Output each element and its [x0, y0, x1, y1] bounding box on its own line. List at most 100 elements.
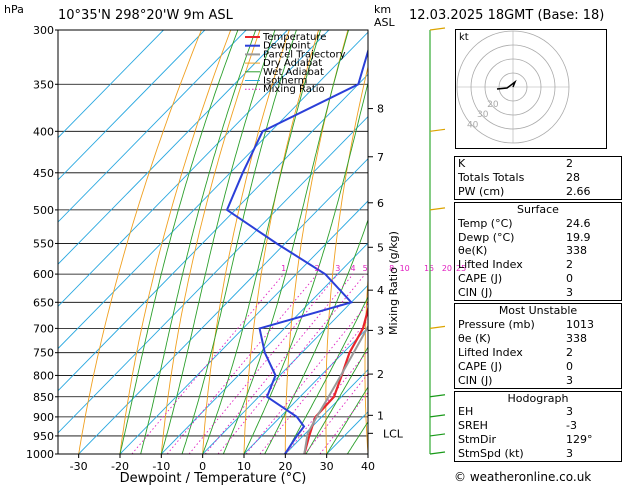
pw-label: PW (cm) — [458, 184, 505, 198]
pressure-tick-label: 900 — [33, 411, 54, 424]
mixing-ratio-line — [166, 273, 318, 454]
surface-title: Surface — [517, 202, 559, 216]
isotherm-line — [58, 115, 368, 434]
location-label: 10°35'N 298°20'W 9m ASL — [58, 8, 234, 23]
dewpoint-trace — [225, 47, 368, 454]
hodograph-stat-value: -3 — [566, 419, 577, 433]
indices-box: K 2 Totals Totals 28 PW (cm) 2.66 — [454, 156, 622, 200]
most-unstable-value: 2 — [566, 345, 573, 359]
wind-barb — [429, 433, 446, 437]
legend-entry: Wet Adiabat — [263, 67, 324, 78]
parcel-trajectory-trace — [303, 324, 368, 454]
mixing-ratio-line — [245, 302, 368, 454]
temperature-tick-label: 40 — [361, 460, 375, 473]
temperature-tick-label: 30 — [320, 460, 334, 473]
surface-value: 2 — [566, 258, 573, 272]
altitude-tick-label: 6 — [377, 197, 384, 210]
most-unstable-value: 0 — [566, 359, 573, 373]
most-unstable-row: θe (K) 338 — [455, 332, 621, 346]
surface-row: θe(K) 338 — [455, 244, 621, 258]
mixing-ratio-line — [188, 273, 339, 454]
mixing-ratio-axis-label: Mixing Ratio (g/kg) — [387, 231, 400, 335]
most-unstable-value: 338 — [566, 331, 587, 345]
isotherm-line — [58, 30, 288, 265]
pressure-tick-label: 850 — [33, 391, 54, 404]
temperature-tick-label: -10 — [152, 460, 170, 473]
hodograph-stat-label: StmDir — [458, 433, 497, 447]
mixing-ratio-line — [217, 273, 366, 454]
lcl-label: LCL — [383, 427, 404, 440]
dry-adiabat-line — [243, 30, 320, 454]
altitude-tick-label: 2 — [377, 368, 384, 381]
isotherm-line — [161, 242, 368, 454]
hodograph-ring-label: 30 — [477, 110, 489, 120]
wind-barb — [429, 325, 446, 329]
most-unstable-box: Most Unstable Pressure (mb) 1013 θe (K) 338… — [454, 303, 622, 389]
dry-adiabat-line — [119, 30, 232, 454]
k-index-label: K — [458, 157, 466, 170]
surface-label: Lifted Index — [458, 258, 523, 272]
most-unstable-row: CAPE (J) 0 — [455, 360, 621, 374]
hodograph-ring-label: 40 — [467, 120, 479, 130]
pressure-tick-label: 800 — [33, 369, 54, 382]
surface-label: Dewp (°C) — [458, 230, 515, 244]
pw-value: 2.66 — [566, 184, 591, 198]
temperature-tick-label: 20 — [278, 460, 292, 473]
totals-totals-label: Totals Totals — [458, 170, 525, 184]
most-unstable-label: CAPE (J) — [458, 359, 503, 373]
altitude-tick-label: 3 — [377, 324, 384, 337]
most-unstable-label: θe (K) — [458, 331, 491, 345]
wet-adiabat-line — [326, 386, 368, 454]
altitude-tick-label: 5 — [377, 241, 384, 254]
pressure-tick-label: 1000 — [26, 448, 54, 461]
hodograph-stat-value: 3 — [566, 447, 573, 461]
surface-row: CIN (J) 3 — [455, 286, 621, 300]
hodograph-stat-value: 3 — [566, 405, 573, 419]
dry-adiabat-line — [364, 273, 368, 454]
surface-value: 19.9 — [566, 230, 591, 244]
wind-barb — [429, 394, 446, 398]
surface-value: 338 — [566, 244, 587, 258]
wet-adiabat-line — [160, 30, 276, 454]
isotherm-line — [78, 158, 368, 454]
isotherm-line — [285, 369, 368, 454]
hpa-label: hPa — [4, 3, 24, 16]
footer-credit[interactable]: © weatheronline.co.uk — [454, 470, 592, 484]
pressure-tick-label: 750 — [33, 347, 54, 360]
hodograph-ring-label: 20 — [487, 100, 499, 110]
isotherm-line — [58, 30, 206, 181]
pressure-tick-label: 400 — [33, 125, 54, 138]
pressure-tick-label: 350 — [33, 78, 54, 91]
most-unstable-row: Pressure (mb) 1013 — [455, 318, 621, 332]
pressure-tick-label: 500 — [33, 204, 54, 217]
altitude-tick-label: 8 — [377, 103, 384, 116]
wet-adiabat-line — [202, 30, 322, 454]
altitude-tick-label: 7 — [377, 151, 384, 164]
mixing-ratio-label: 2 — [315, 264, 320, 273]
legend-entry: Dewpoint — [263, 41, 311, 52]
legend-entry: Mixing Ratio — [263, 84, 325, 95]
totals-totals-value: 28 — [566, 170, 580, 184]
pressure-tick-label: 650 — [33, 296, 54, 309]
isotherm-line — [58, 30, 247, 223]
surface-row: Temp (°C) 24.6 — [455, 217, 621, 231]
most-unstable-label: CIN (J) — [458, 373, 493, 387]
temperature-tick-label: 0 — [199, 460, 206, 473]
x-axis-label: Dewpoint / Temperature (°C) — [120, 471, 307, 486]
surface-label: θe(K) — [458, 244, 488, 258]
surface-label: CAPE (J) — [458, 272, 503, 286]
wind-barbs — [429, 27, 446, 455]
surface-value: 0 — [566, 272, 573, 286]
pressure-tick-label: 450 — [33, 167, 54, 180]
stats-panel: K 2 Totals Totals 28 PW (cm) 2.66 Surface T… — [454, 156, 622, 464]
mixing-ratio-line — [204, 273, 354, 454]
isotherm-line — [119, 200, 368, 454]
mixing-ratio-label: 20 — [442, 264, 452, 273]
most-unstable-value: 3 — [566, 373, 573, 387]
wet-adiabat-line — [305, 346, 368, 454]
mixing-ratio-label: 25 — [456, 264, 466, 273]
most-unstable-title: Most Unstable — [498, 304, 578, 318]
wind-barb — [429, 27, 446, 31]
